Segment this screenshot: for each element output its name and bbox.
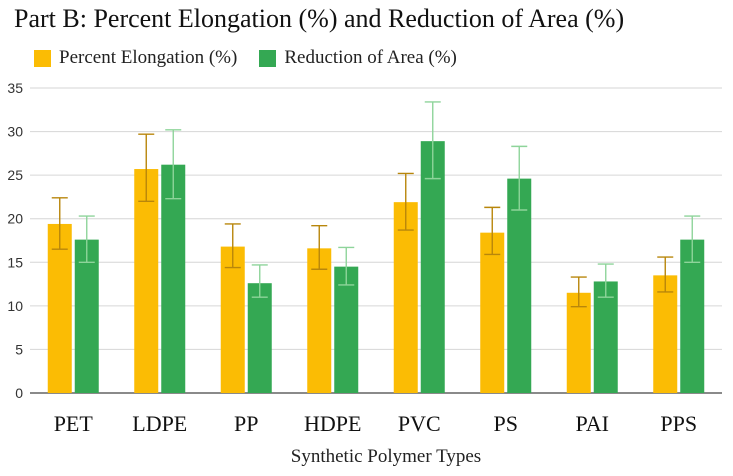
y-tick-label: 30 — [7, 124, 23, 140]
y-tick-label: 15 — [7, 254, 23, 270]
bar-elongation-pp — [220, 246, 245, 393]
chart-title: Part B: Percent Elongation (%) and Reduc… — [14, 4, 625, 33]
bar-elongation-pai — [566, 292, 591, 393]
legend-item-elongation: Percent Elongation (%) — [34, 47, 237, 69]
category-label: PPS — [660, 411, 697, 436]
category-label: PP — [234, 411, 258, 436]
category-label: HDPE — [304, 411, 361, 436]
y-tick-label: 25 — [7, 167, 23, 183]
legend-item-reduction: Reduction of Area (%) — [259, 47, 457, 69]
legend: Percent Elongation (%) Reduction of Area… — [34, 47, 479, 69]
bar-reduction-ldpe — [161, 164, 186, 393]
legend-swatch-elongation — [34, 49, 51, 67]
y-tick-label: 0 — [15, 385, 23, 401]
legend-label-elongation: Percent Elongation (%) — [59, 47, 238, 68]
bar-reduction-hdpe — [334, 266, 359, 393]
category-label: PS — [494, 411, 518, 436]
bar-elongation-ps — [480, 232, 505, 393]
y-tick-label: 10 — [7, 298, 23, 314]
bar-elongation-ldpe — [134, 169, 159, 393]
y-tick-label: 5 — [15, 341, 23, 357]
bar-reduction-pet — [74, 239, 99, 393]
category-label: LDPE — [132, 411, 187, 436]
y-tick-label: 35 — [7, 80, 23, 96]
category-label: PAI — [576, 411, 609, 436]
bar-elongation-hdpe — [307, 248, 332, 393]
y-tick-label: 20 — [7, 211, 23, 227]
bar-reduction-ps — [507, 178, 532, 393]
bar-elongation-pvc — [393, 202, 418, 393]
x-axis-title: Synthetic Polymer Types — [291, 446, 481, 467]
legend-label-reduction: Reduction of Area (%) — [284, 47, 457, 68]
category-label: PVC — [398, 411, 441, 436]
category-label: PET — [54, 411, 94, 436]
bar-elongation-pet — [47, 223, 72, 393]
legend-swatch-reduction — [259, 49, 277, 67]
bar-reduction-pps — [680, 239, 705, 393]
bar-reduction-pai — [593, 281, 618, 393]
bar-elongation-pps — [653, 275, 678, 393]
bar-reduction-pp — [247, 283, 272, 393]
bar-reduction-pvc — [420, 141, 445, 393]
